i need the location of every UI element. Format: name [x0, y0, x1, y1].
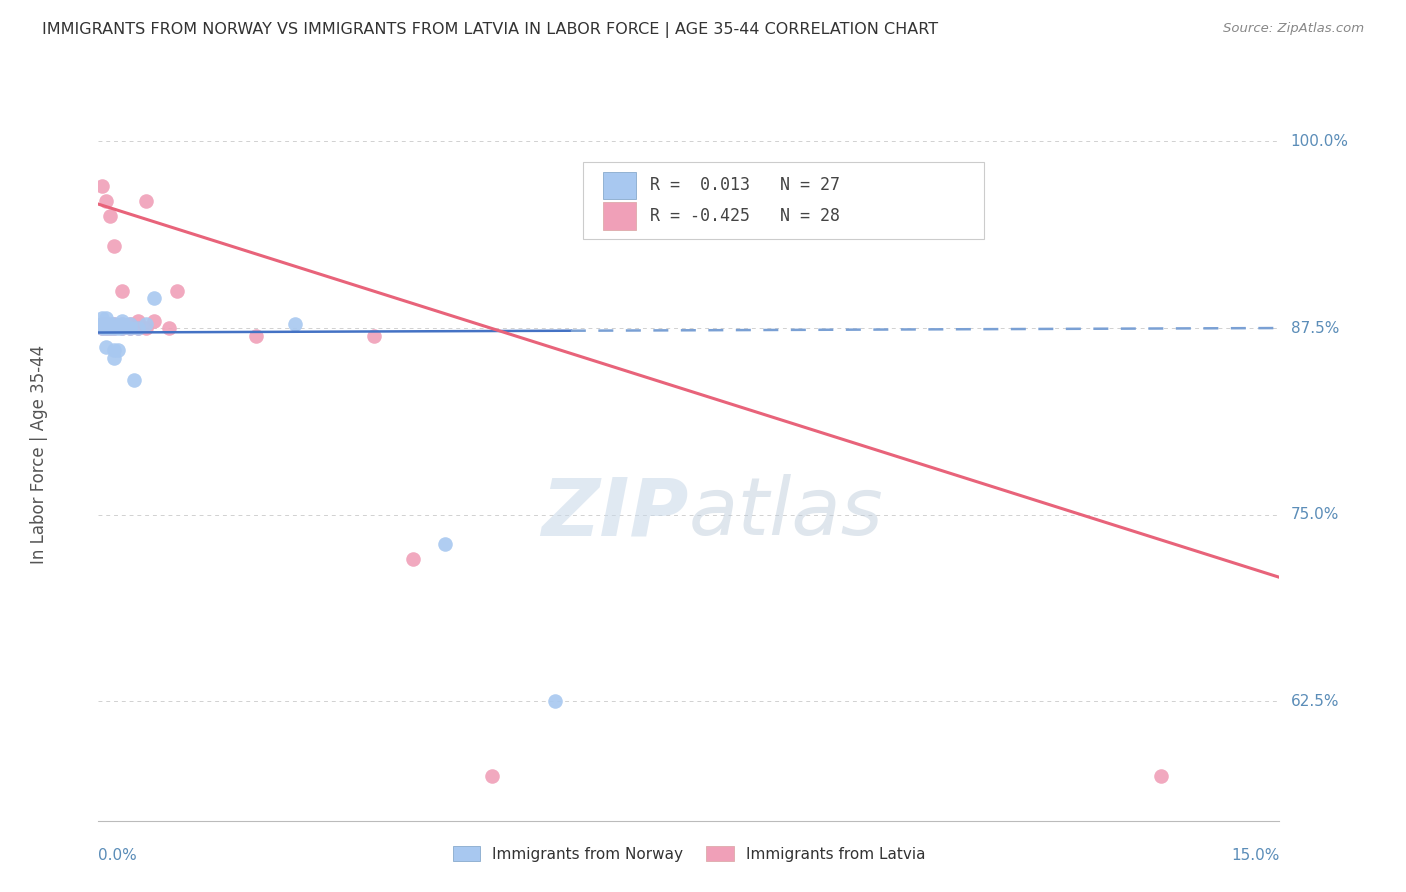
- Point: [122, 373, 145, 387]
- Point: [166, 284, 188, 298]
- Point: [402, 552, 425, 566]
- Point: [103, 343, 125, 358]
- Text: 100.0%: 100.0%: [1291, 134, 1348, 149]
- Point: [142, 291, 165, 305]
- Point: [103, 317, 125, 331]
- Point: [111, 313, 134, 327]
- Point: [127, 321, 149, 335]
- Point: [98, 321, 121, 335]
- FancyBboxPatch shape: [582, 162, 984, 239]
- Legend: Immigrants from Norway, Immigrants from Latvia: Immigrants from Norway, Immigrants from …: [446, 839, 932, 868]
- Point: [96, 341, 118, 355]
- FancyBboxPatch shape: [603, 171, 636, 199]
- Point: [127, 321, 149, 335]
- Point: [98, 321, 121, 335]
- Point: [157, 321, 180, 335]
- Point: [103, 317, 125, 331]
- Point: [142, 313, 165, 327]
- Text: In Labor Force | Age 35-44: In Labor Force | Age 35-44: [31, 345, 48, 565]
- Point: [135, 317, 157, 331]
- Point: [96, 194, 118, 209]
- Point: [135, 194, 157, 209]
- Point: [544, 694, 567, 708]
- Text: 75.0%: 75.0%: [1291, 508, 1339, 522]
- Point: [111, 321, 134, 335]
- Text: IMMIGRANTS FROM NORWAY VS IMMIGRANTS FROM LATVIA IN LABOR FORCE | AGE 35-44 CORR: IMMIGRANTS FROM NORWAY VS IMMIGRANTS FRO…: [42, 22, 938, 38]
- Point: [245, 328, 267, 343]
- Point: [107, 343, 129, 358]
- Point: [107, 321, 129, 335]
- Text: 87.5%: 87.5%: [1291, 320, 1339, 335]
- Point: [481, 769, 503, 783]
- Text: R =  0.013   N = 27: R = 0.013 N = 27: [650, 177, 839, 194]
- Text: Source: ZipAtlas.com: Source: ZipAtlas.com: [1223, 22, 1364, 36]
- Point: [284, 317, 307, 331]
- Text: 15.0%: 15.0%: [1232, 848, 1279, 863]
- Point: [91, 317, 114, 331]
- Point: [111, 317, 134, 331]
- Point: [103, 321, 125, 335]
- Point: [118, 317, 141, 331]
- Point: [1150, 769, 1173, 783]
- Point: [363, 328, 385, 343]
- Point: [91, 321, 114, 335]
- Point: [118, 317, 141, 331]
- Text: R = -0.425   N = 28: R = -0.425 N = 28: [650, 207, 839, 225]
- Point: [91, 321, 114, 335]
- Text: atlas: atlas: [689, 475, 884, 552]
- Text: 0.0%: 0.0%: [98, 848, 138, 863]
- Point: [127, 313, 149, 327]
- Text: 62.5%: 62.5%: [1291, 694, 1339, 709]
- Text: ZIP: ZIP: [541, 475, 689, 552]
- Point: [98, 209, 121, 223]
- Point: [111, 284, 134, 298]
- Point: [96, 310, 118, 325]
- Point: [91, 179, 114, 194]
- Point: [96, 317, 118, 331]
- Point: [111, 317, 134, 331]
- Point: [111, 321, 134, 335]
- Point: [103, 351, 125, 365]
- Point: [96, 317, 118, 331]
- Point: [118, 321, 141, 335]
- Point: [96, 321, 118, 335]
- Point: [96, 321, 118, 335]
- Point: [91, 317, 114, 331]
- Point: [433, 537, 456, 551]
- Point: [103, 239, 125, 253]
- Point: [91, 310, 114, 325]
- Point: [98, 317, 121, 331]
- Point: [135, 321, 157, 335]
- FancyBboxPatch shape: [603, 202, 636, 230]
- Point: [118, 321, 141, 335]
- Point: [103, 321, 125, 335]
